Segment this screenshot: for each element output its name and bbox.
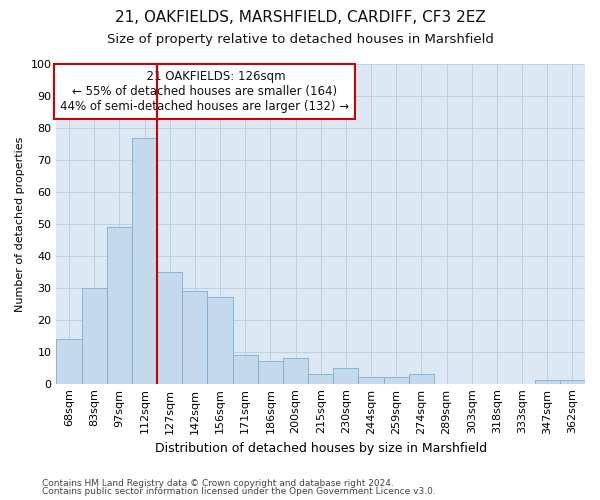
Bar (233, 355, 258, 384)
Bar (56, 339, 82, 384)
Bar (283, 358, 308, 384)
Text: Contains public sector information licensed under the Open Government Licence v3: Contains public sector information licen… (42, 487, 436, 496)
Bar (182, 291, 208, 384)
Text: 21, OAKFIELDS, MARSHFIELD, CARDIFF, CF3 2EZ: 21, OAKFIELDS, MARSHFIELD, CARDIFF, CF3 … (115, 10, 485, 25)
Text: 21 OAKFIELDS: 126sqm
← 55% of detached houses are smaller (164)
44% of semi-deta: 21 OAKFIELDS: 126sqm ← 55% of detached h… (60, 70, 349, 114)
Bar (333, 368, 358, 384)
X-axis label: Distribution of detached houses by size in Marshfield: Distribution of detached houses by size … (155, 442, 487, 455)
Bar (358, 378, 383, 384)
Bar (409, 374, 434, 384)
Bar (383, 378, 409, 384)
Bar (132, 138, 157, 384)
Y-axis label: Number of detached properties: Number of detached properties (15, 136, 25, 312)
Text: Size of property relative to detached houses in Marshfield: Size of property relative to detached ho… (107, 32, 493, 46)
Bar (208, 298, 233, 384)
Bar (258, 362, 283, 384)
Bar (308, 374, 333, 384)
Bar (560, 380, 585, 384)
Text: Contains HM Land Registry data © Crown copyright and database right 2024.: Contains HM Land Registry data © Crown c… (42, 478, 394, 488)
Bar (535, 380, 560, 384)
Bar (107, 227, 132, 384)
Bar (157, 272, 182, 384)
Bar (82, 288, 107, 384)
